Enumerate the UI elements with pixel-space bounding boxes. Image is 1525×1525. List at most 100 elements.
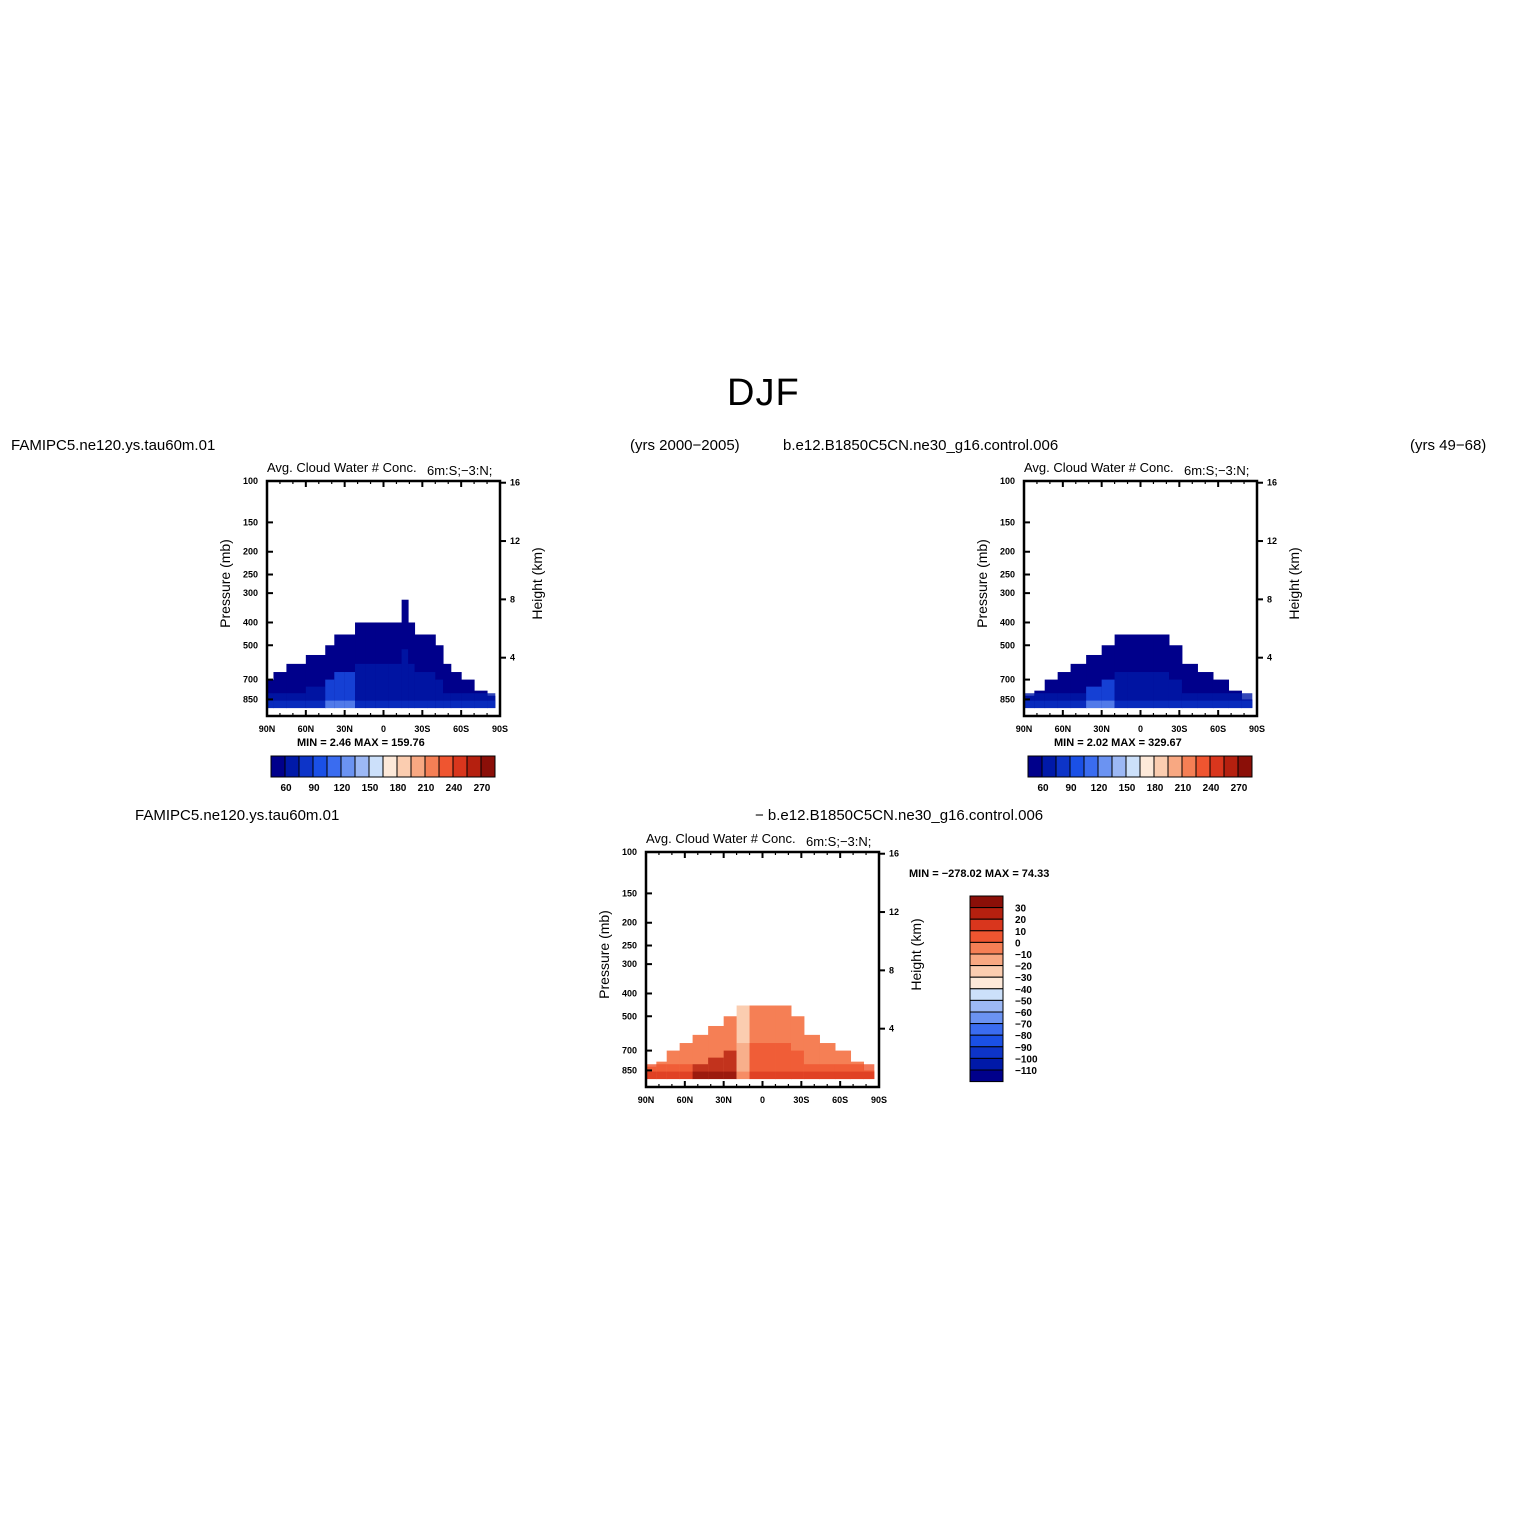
colorbar-label: −100 [1015,1054,1038,1065]
field-column [1153,672,1170,709]
colorbar-swatch [969,907,1004,920]
x-tick-label: 0 [1138,724,1143,734]
x-tick-label: 30N [1093,724,1110,734]
colorbar-label: −60 [1015,1008,1032,1019]
colorbar-label: 150 [1119,783,1136,794]
top-left-case-name: FAMIPC5.ne120.ys.tau60m.01 [11,437,216,454]
pressure-tick-label: 300 [622,959,637,969]
y-axis-right-label: Height (km) [529,547,545,619]
field-column [487,700,496,709]
height-tick-label: 12 [510,536,520,546]
height-tick-label: 16 [510,478,520,488]
colorbar-label: −70 [1015,1020,1032,1031]
field-column [1241,700,1253,709]
y-axis-right-label: Height (km) [908,918,924,990]
field-column [334,700,346,709]
field-column [435,700,444,709]
pressure-tick-label: 300 [243,588,258,598]
field-column [1197,700,1214,709]
field-column [408,700,416,709]
x-tick-label: 30S [414,724,430,734]
y-axis-label: Pressure (mb) [974,539,990,628]
pressure-tick-label: 400 [243,617,258,627]
panel-title: Avg. Cloud Water # Conc. [1024,460,1174,475]
pressure-tick-label: 700 [243,675,258,685]
x-tick-label: 0 [381,724,386,734]
height-tick-label: 16 [1267,478,1277,488]
field-column [435,679,444,709]
x-tick-label: 60N [298,724,315,734]
height-tick-label: 8 [510,594,515,604]
field-column [344,634,356,709]
colorbar-swatch [969,1023,1004,1036]
colorbar-swatch [969,953,1004,967]
field-column [1057,700,1072,709]
x-tick-label: 90S [871,1095,887,1105]
field-column [679,1071,694,1080]
field-column [656,1071,668,1080]
pressure-tick-label: 400 [1000,617,1015,627]
x-tick-label: 90S [1249,724,1265,734]
colorbar-label: −30 [1015,973,1032,984]
field-column [1212,700,1230,709]
field-column [325,700,335,709]
field-column [408,663,416,709]
pressure-tick-label: 150 [622,888,637,898]
x-tick-label: 60N [677,1095,694,1105]
field-column [414,700,429,709]
colorbar-label: 180 [390,783,407,794]
field-column [388,663,403,709]
field-column [286,700,307,709]
pressure-tick-label: 250 [1000,570,1015,580]
field-column [1044,700,1059,709]
field-column [267,700,274,709]
field-column [461,700,475,709]
pressure-tick-label: 150 [1000,517,1015,527]
panel-title-right: 6m:S;−3:N; [1184,463,1249,478]
pressure-tick-label: 200 [243,547,258,557]
field-column [692,1071,709,1080]
colorbar-label: 60 [280,783,292,794]
field-column [850,1071,864,1080]
colorbar-label: 270 [474,783,491,794]
x-tick-label: 90S [492,724,508,734]
top-left-years: (yrs 2000−2005) [630,437,740,454]
colorbar-label: 150 [362,783,379,794]
field-column [365,663,377,709]
field-column [1153,700,1170,709]
colorbar-label: 180 [1147,783,1164,794]
x-tick-label: 60N [1055,724,1072,734]
field-column [325,645,335,709]
field-column [819,1071,836,1080]
colorbar-label: 270 [1231,783,1248,794]
colorbar-label: 20 [1015,915,1027,926]
height-tick-label: 4 [510,653,515,663]
field-column [1228,700,1242,709]
colorbar-swatch [969,1046,1004,1059]
colorbar-label: −90 [1015,1043,1032,1054]
panel-title: Avg. Cloud Water # Conc. [267,460,417,475]
x-tick-label: 0 [760,1095,765,1105]
colorbar-label: 120 [1091,783,1108,794]
colorbar-swatch [1237,755,1253,778]
field-column [803,1071,820,1080]
field-column [388,700,403,709]
colorbar-label: 30 [1015,904,1027,915]
field-column [1101,700,1116,709]
colorbar-swatch [969,965,1004,978]
height-tick-label: 4 [1267,653,1272,663]
x-tick-label: 90N [259,724,276,734]
top-right-years: (yrs 49−68) [1410,437,1487,454]
x-tick-label: 30N [336,724,353,734]
field-column [334,672,346,709]
colorbar-swatch [969,895,1004,909]
colorbar-label: 10 [1015,927,1027,938]
field-column [474,700,488,709]
field-column [375,663,390,709]
colorbar-label: 90 [308,783,320,794]
pressure-tick-label: 700 [622,1046,637,1056]
pressure-tick-label: 850 [622,1065,637,1075]
colorbar-swatch [969,1034,1004,1048]
pressure-tick-label: 850 [1000,694,1015,704]
